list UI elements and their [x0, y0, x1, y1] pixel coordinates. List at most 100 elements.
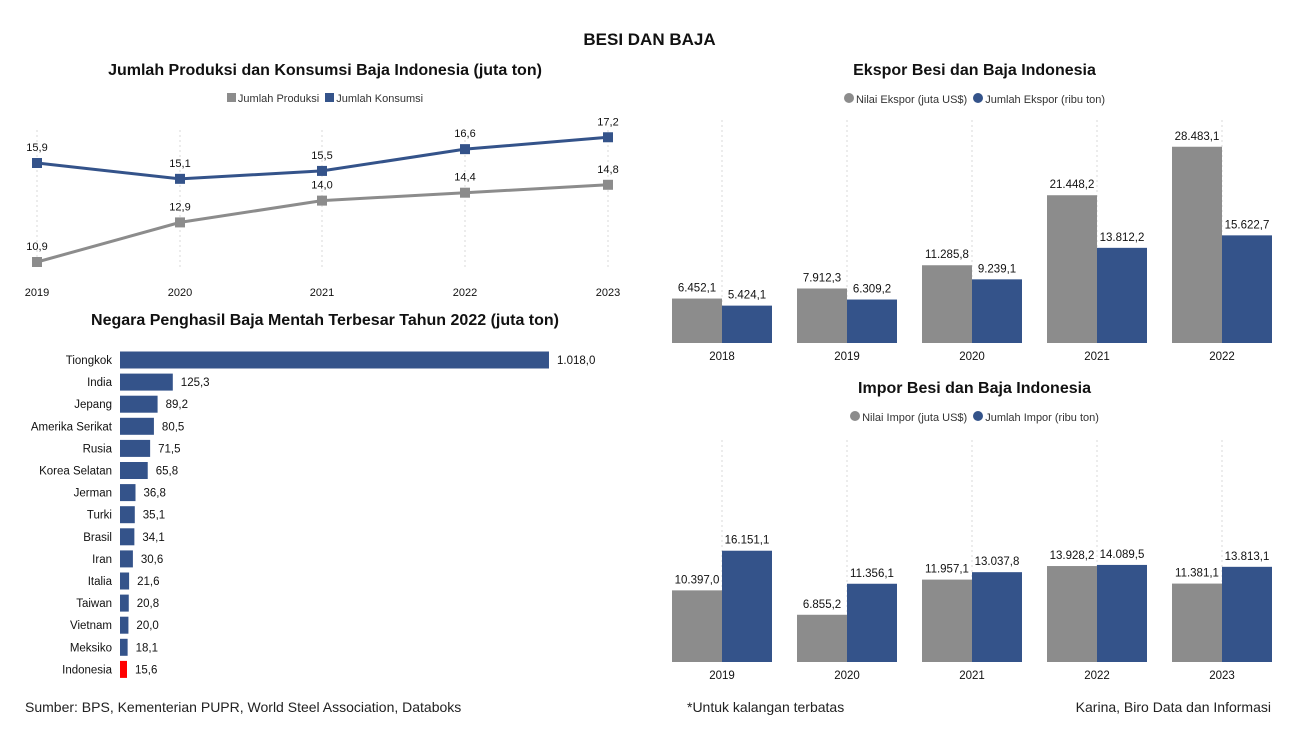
data-label: 9.239,1 [978, 263, 1016, 275]
legend-dot-blue [973, 93, 984, 103]
line-chart-legend: Jumlah Produksi Jumlah Konsumsi [0, 93, 650, 105]
bar [1172, 583, 1222, 662]
data-point [603, 132, 613, 143]
bar [922, 579, 972, 662]
legend-item-jumlah-ekspor: Jumlah Ekspor (ribu ton) [973, 93, 1105, 106]
x-tick-label: 2023 [596, 287, 620, 299]
bar [120, 550, 133, 568]
bar [1222, 235, 1272, 343]
data-label: 13.928,2 [1050, 550, 1095, 562]
bar [847, 299, 897, 343]
source-note: Sumber: BPS, Kementerian PUPR, World Ste… [25, 699, 462, 715]
legend-label: Nilai Impor (juta US$) [862, 412, 968, 424]
legend-item-produksi: Jumlah Produksi [226, 93, 320, 105]
x-tick-label: 2021 [959, 670, 985, 682]
category-label: Tiongkok [66, 355, 112, 367]
legend-swatch-gray [226, 93, 236, 102]
category-label: Vietnam [70, 620, 112, 632]
legend-label: Jumlah Produksi [237, 93, 320, 105]
data-label: 10.397,0 [675, 574, 720, 586]
bar [120, 417, 154, 435]
bar [120, 638, 128, 656]
data-label: 1.018,0 [557, 355, 595, 367]
bar [847, 583, 897, 662]
line-chart-title: Jumlah Produksi dan Konsumsi Baja Indone… [108, 62, 542, 79]
data-label: 80,5 [162, 421, 184, 433]
data-label: 14,0 [311, 180, 332, 192]
bar [120, 616, 129, 634]
bar [1097, 247, 1147, 343]
data-label: 71,5 [158, 443, 180, 455]
data-point [175, 217, 185, 228]
bar [797, 288, 847, 343]
data-label: 6.855,2 [803, 599, 841, 611]
data-label: 7.912,3 [803, 272, 841, 284]
data-label: 35,1 [143, 510, 165, 522]
bar [1222, 566, 1272, 662]
x-tick-label: 2022 [1209, 351, 1235, 363]
data-label: 14,8 [597, 164, 618, 176]
data-label: 5.424,1 [728, 290, 766, 302]
bar [722, 550, 772, 662]
x-tick-label: 2023 [1209, 670, 1235, 682]
data-label: 13.037,8 [975, 556, 1020, 568]
data-label: 30,6 [141, 554, 163, 566]
line-chart: 2019 2020 2021 2022 2023 10,9 12,9 14,0 14,4 14,8… [25, 116, 620, 299]
data-label: 11.285,8 [925, 249, 969, 261]
bar [120, 528, 135, 546]
bar [672, 590, 722, 662]
data-label: 6.309,2 [853, 284, 891, 296]
data-label: 15.622,7 [1225, 219, 1270, 231]
category-label: Rusia [83, 443, 113, 455]
x-tick-label: 2019 [834, 351, 860, 363]
data-label: 13.812,2 [1100, 232, 1145, 244]
legend-swatch-blue [325, 93, 335, 102]
x-tick-label: 2019 [25, 287, 49, 299]
hbar-chart: Tiongkok 1.018,0 India 125,3 Jepang 89,2 Ameri… [31, 351, 595, 678]
data-label: 15,1 [169, 158, 190, 170]
data-label: 16.151,1 [725, 535, 770, 547]
author-credit: Karina, Biro Data dan Informasi [1075, 699, 1271, 715]
legend-dot-gray [850, 411, 861, 421]
bar [120, 572, 130, 590]
legend-label: Jumlah Konsumsi [336, 93, 424, 105]
category-label: Jepang [74, 399, 112, 411]
category-label: Amerika Serikat [31, 421, 113, 433]
data-label: 125,3 [181, 377, 210, 389]
data-point [32, 257, 42, 267]
impor-chart: 2019 2020 2021 2022 2023 10.397,0 6.855,2 11.95… [672, 440, 1272, 682]
data-label: 21.448,2 [1050, 179, 1095, 191]
bar [120, 351, 549, 369]
bar [1047, 195, 1097, 343]
bar [1047, 566, 1097, 662]
data-point [460, 144, 470, 155]
data-label: 14.089,5 [1100, 549, 1145, 561]
legend-item-nilai-ekspor: Nilai Ekspor (juta US$) [843, 93, 967, 106]
hbar-chart-title: Negara Penghasil Baja Mentah Terbesar Ta… [91, 312, 559, 329]
category-label: Jerman [74, 488, 112, 500]
data-label: 11.381,1 [1175, 568, 1219, 580]
category-label: Korea Selatan [39, 466, 112, 478]
data-label: 16,6 [454, 128, 475, 140]
x-tick-label: 2022 [453, 287, 477, 299]
ekspor-legend: Nilai Ekspor (juta US$) Jumlah Ekspor (r… [650, 93, 1299, 106]
legend-item-nilai-impor: Nilai Impor (juta US$) [850, 411, 967, 424]
bar [120, 660, 127, 678]
data-label: 10,9 [26, 241, 47, 253]
data-label: 34,1 [142, 532, 164, 544]
x-tick-label: 2020 [168, 287, 192, 299]
category-label: Brasil [83, 532, 112, 544]
data-label: 11.356,1 [850, 568, 894, 580]
bar [120, 594, 129, 612]
legend-item-jumlah-impor: Jumlah Impor (ribu ton) [973, 411, 1099, 424]
impor-legend: Nilai Impor (juta US$) Jumlah Impor (rib… [650, 411, 1299, 424]
legend-label: Jumlah Impor (ribu ton) [985, 412, 1099, 424]
data-label: 28.483,1 [1175, 131, 1220, 143]
bar [972, 572, 1022, 662]
data-label: 89,2 [166, 399, 188, 411]
legend-dot-gray [843, 93, 854, 103]
category-label: India [87, 377, 113, 389]
x-tick-label: 2022 [1084, 670, 1110, 682]
data-label: 6.452,1 [678, 283, 716, 295]
category-label: Turki [87, 510, 112, 522]
